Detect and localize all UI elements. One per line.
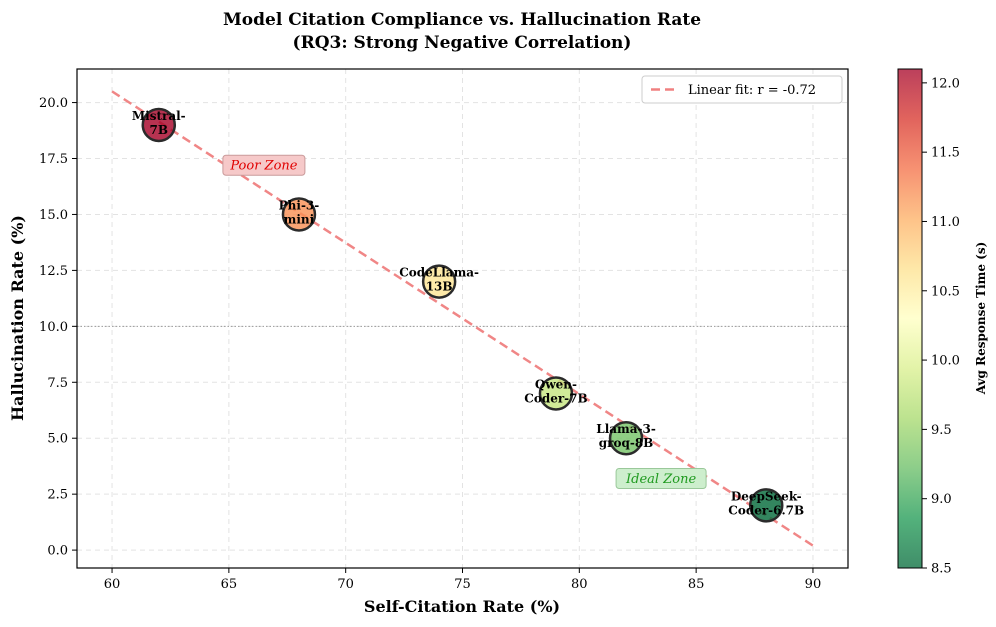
colorbar-tick-label-5: 11.0 [931,215,960,230]
colorbar-label: Avg Response Time (s) [974,242,988,396]
point-label-line1-1: Phi-3- [279,198,320,212]
point-label-line1-0: Mistral- [132,109,186,123]
x-axis-ticks: 60 65 70 75 80 85 90 [104,568,821,592]
colorbar-ticks: 8.5 9.0 9.5 10.0 10.5 11.0 11.5 12.0 [922,76,960,577]
x-tick-label-2: 70 [337,577,354,592]
x-axis-label: Self-Citation Rate (%) [364,597,560,616]
colorbar-tick-label-4: 10.5 [931,284,960,299]
zone-box-0 [222,154,306,176]
point-label-0: Mistral-7B [132,109,186,137]
y-tick-label-1: 2.5 [47,488,68,503]
y-tick-label-2: 5.0 [47,432,68,447]
point-label-3: Qwen-Coder-7B [524,377,587,405]
point-label-4: Llama-3-groq-8B [596,422,656,450]
y-tick-label-0: 0.0 [47,544,68,559]
y-tick-label-3: 7.5 [47,376,68,391]
x-tick-label-5: 85 [688,577,705,592]
zone-label-0: Poor Zone [229,159,297,174]
colorbar-tick-label-7: 12.0 [931,76,960,91]
point-label-line2-0: 7B [150,123,169,137]
point-label-line1-2: CodeLlama- [399,266,479,280]
chart-title-line2: (RQ3: Strong Negative Correlation) [293,33,632,53]
zone-label-1: Ideal Zone [625,472,696,487]
data-point-3 [538,376,574,411]
data-point-5 [748,488,784,523]
point-label-1: Phi-3-mini [279,198,320,226]
point-label-line1-3: Qwen- [535,377,577,391]
point-label-line1-4: Llama-3- [596,422,656,436]
data-point-1 [281,197,317,232]
colorbar-tick-label-6: 11.5 [931,146,960,161]
colorbar-tick-label-0: 8.5 [931,562,952,577]
point-label-line2-3: Coder-7B [524,391,587,405]
data-points [141,107,784,523]
colorbar-tick-label-1: 9.0 [931,492,952,507]
point-label-line2-4: groq-8B [599,436,654,450]
data-point-0 [141,107,177,143]
zone-annotations: Poor Zone Ideal Zone [222,154,707,489]
point-label-5: DeepSeek-Coder-6.7B [728,489,804,517]
legend-fit-label: Linear fit: r = -0.72 [688,83,816,98]
point-label-line1-5: DeepSeek- [731,489,802,503]
x-tick-label-1: 65 [221,577,238,592]
x-tick-label-3: 75 [454,577,471,592]
x-tick-label-0: 60 [104,577,121,592]
colorbar: 8.5 9.0 9.5 10.0 10.5 11.0 11.5 12.0 Avg Respon… [897,68,988,577]
point-labels: Mistral-7BPhi-3-miniCodeLlama-13BQwen-Co… [132,109,804,517]
x-tick-label-4: 80 [571,577,588,592]
y-tick-label-8: 20.0 [39,96,68,111]
point-label-line2-2: 13B [426,280,453,294]
legend: Linear fit: r = -0.72 [641,75,843,104]
colorbar-tick-label-2: 9.5 [931,423,952,438]
y-axis-ticks: 0.0 2.5 5.0 7.5 10.0 12.5 15.0 17.5 20.0 [39,96,77,559]
data-point-2 [421,264,457,299]
colorbar-gradient [897,68,923,569]
y-tick-label-6: 15.0 [39,208,68,223]
zone-box-1 [615,467,707,489]
point-label-line2-1: mini [284,212,315,226]
y-tick-label-5: 12.5 [39,264,68,279]
y-axis-label: Hallucination Rate (%) [8,215,27,421]
x-tick-label-6: 90 [805,577,822,592]
colorbar-tick-label-3: 10.0 [931,354,960,369]
chart-title-line1: Model Citation Compliance vs. Hallucinat… [223,10,701,30]
data-point-4 [608,420,644,456]
y-tick-label-7: 17.5 [39,152,68,167]
point-label-line2-5: Coder-6.7B [728,503,804,517]
legend-box [641,75,843,104]
point-label-2: CodeLlama-13B [399,266,479,294]
y-tick-label-4: 10.0 [39,320,68,335]
